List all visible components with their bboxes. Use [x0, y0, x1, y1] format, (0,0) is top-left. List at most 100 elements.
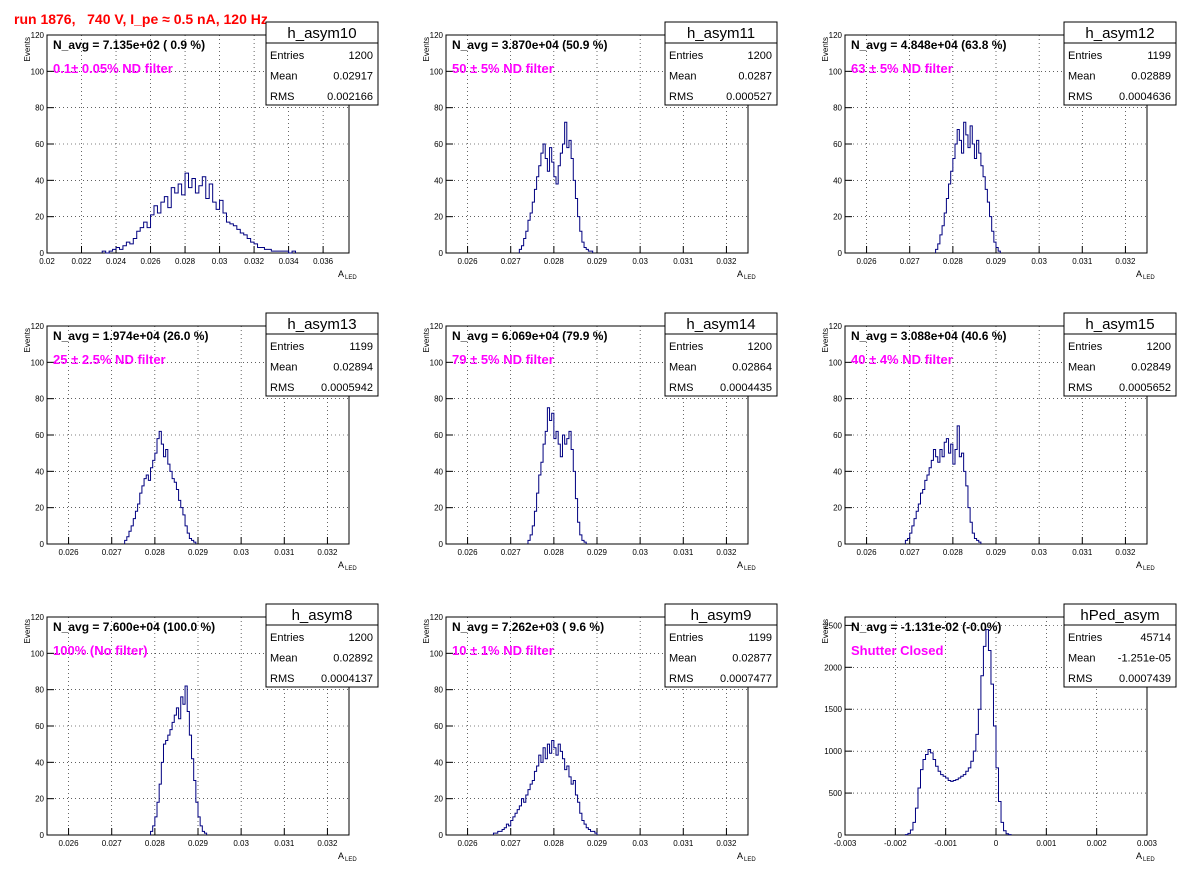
- histogram-panel: -0.003 -0.002 -0.001 0 0.001 0.002 0.003 0 500 10…: [821, 603, 1177, 863]
- histogram-panel: 0.026 0.027 0.028 0.029 0.03 0.031 0.032 0 20 40 6…: [23, 603, 379, 863]
- y-tick-label: 100: [430, 649, 444, 658]
- stats-value: 1200: [349, 50, 373, 62]
- y-axis-title: Events: [422, 328, 431, 352]
- y-tick-label: 0: [439, 831, 444, 840]
- x-tick-label: 0.031: [673, 548, 694, 557]
- navg-label: N_avg = 4.848e+04 (63.8 %): [851, 38, 1006, 52]
- histogram-name: h_asym8: [292, 607, 353, 624]
- y-tick-label: 20: [35, 795, 44, 804]
- x-tick-label: 0.029: [587, 257, 608, 266]
- x-tick-label: 0.029: [587, 839, 608, 848]
- x-tick-label: -0.002: [884, 839, 907, 848]
- stats-label: Mean: [669, 71, 697, 83]
- x-axis-title: A: [1136, 269, 1142, 279]
- histogram-name: h_asym14: [686, 316, 755, 333]
- histogram-line: [492, 740, 598, 835]
- y-tick-label: 40: [434, 176, 443, 185]
- y-tick-label: 120: [430, 31, 444, 40]
- stats-value: 0.0287: [738, 71, 772, 83]
- x-tick-label: 0.03: [233, 839, 249, 848]
- x-axis-title: A: [338, 269, 344, 279]
- x-tick-label: 0.029: [587, 548, 608, 557]
- stats-box-frame: [664, 312, 778, 397]
- x-tick-label: 0.03: [632, 839, 648, 848]
- x-axis-title: A: [737, 560, 743, 570]
- stats-box: hPed_asym Entries 45714 Mean -1.251e-05 RMS 0.…: [1063, 603, 1177, 688]
- filter-annotation: 63 ± 5% ND filter: [851, 61, 953, 76]
- stats-box-frame: [265, 312, 379, 397]
- navg-label: N_avg = 7.262e+03 ( 9.6 %): [452, 620, 604, 634]
- y-tick-label: 60: [833, 431, 842, 440]
- y-tick-label: 60: [35, 431, 44, 440]
- x-tick-label: 0.032: [244, 257, 265, 266]
- x-axis-title-subscript: LED: [744, 566, 756, 572]
- stats-value: 0.02864: [732, 362, 772, 374]
- y-tick-label: 40: [434, 758, 443, 767]
- filter-annotation: 79 ± 5% ND filter: [452, 352, 554, 367]
- histogram-name: h_asym12: [1085, 25, 1154, 42]
- x-tick-label: 0.026: [59, 548, 80, 557]
- stats-label: Entries: [1068, 632, 1103, 644]
- x-axis-title-subscript: LED: [345, 275, 357, 281]
- y-tick-label: 0: [40, 249, 45, 258]
- x-tick-label: -0.001: [934, 839, 957, 848]
- y-axis-title: Events: [422, 37, 431, 61]
- y-tick-label: 40: [434, 467, 443, 476]
- y-tick-label: 100: [829, 67, 843, 76]
- histogram-panel: 0.026 0.027 0.028 0.029 0.03 0.031 0.032 0 20 40 6…: [422, 312, 778, 572]
- y-tick-label: 0: [40, 540, 45, 549]
- y-tick-label: 1500: [824, 705, 842, 714]
- histogram-line: [527, 407, 587, 544]
- x-axis-title-subscript: LED: [1143, 857, 1155, 863]
- y-tick-label: 500: [829, 789, 843, 798]
- y-tick-label: 120: [829, 322, 843, 331]
- stats-box: h_asym14 Entries 1200 Mean 0.02864 RMS 0.00044…: [664, 312, 778, 397]
- x-tick-label: -0.003: [834, 839, 857, 848]
- stats-value: 0.002166: [327, 91, 373, 103]
- y-axis-title: Events: [821, 37, 830, 61]
- stats-value: 1199: [748, 632, 772, 644]
- stats-box-frame: [265, 603, 379, 688]
- histogram-line: [904, 425, 982, 544]
- y-axis-title: Events: [23, 619, 32, 643]
- y-tick-label: 120: [31, 31, 45, 40]
- x-tick-label: 0.026: [458, 839, 479, 848]
- x-axis-title: A: [1136, 851, 1142, 861]
- x-tick-label: 0.031: [673, 257, 694, 266]
- stats-value: 1200: [349, 632, 373, 644]
- x-tick-label: 0.029: [986, 548, 1007, 557]
- histogram-name: hPed_asym: [1080, 607, 1159, 624]
- y-tick-label: 80: [35, 395, 44, 404]
- y-tick-label: 20: [434, 504, 443, 513]
- stats-value: 1200: [1147, 341, 1171, 353]
- x-tick-label: 0.031: [274, 548, 295, 557]
- x-tick-label: 0.027: [501, 839, 522, 848]
- histogram-name: h_asym13: [287, 316, 356, 333]
- x-tick-label: 0.027: [102, 839, 123, 848]
- histogram-panel: 0.026 0.027 0.028 0.029 0.03 0.031 0.032 0 20 40 6…: [422, 603, 778, 863]
- navg-label: N_avg = 3.870e+04 (50.9 %): [452, 38, 607, 52]
- x-tick-label: 0.027: [900, 548, 921, 557]
- y-tick-label: 120: [430, 613, 444, 622]
- x-tick-label: 0.028: [544, 839, 565, 848]
- filter-annotation: 0.1± 0.05% ND filter: [53, 61, 173, 76]
- y-tick-label: 80: [434, 395, 443, 404]
- stats-box-frame: [1063, 312, 1177, 397]
- filter-annotation: Shutter Closed: [851, 643, 944, 658]
- x-axis-title: A: [737, 851, 743, 861]
- histogram-name: h_asym9: [691, 607, 752, 624]
- x-tick-label: 0.032: [317, 839, 338, 848]
- x-tick-label: 0.024: [106, 257, 127, 266]
- histogram-name: h_asym10: [287, 25, 356, 42]
- y-tick-label: 0: [439, 249, 444, 258]
- x-tick-label: 0.029: [188, 548, 209, 557]
- y-axis-title: Events: [23, 328, 32, 352]
- stats-value: 0.02894: [333, 362, 373, 374]
- y-tick-label: 0: [40, 831, 45, 840]
- y-tick-label: 60: [35, 140, 44, 149]
- stats-label: Mean: [1068, 362, 1096, 374]
- stats-value: 1200: [748, 341, 772, 353]
- stats-label: RMS: [1068, 382, 1092, 394]
- x-tick-label: 0.027: [501, 548, 522, 557]
- stats-label: RMS: [270, 673, 294, 685]
